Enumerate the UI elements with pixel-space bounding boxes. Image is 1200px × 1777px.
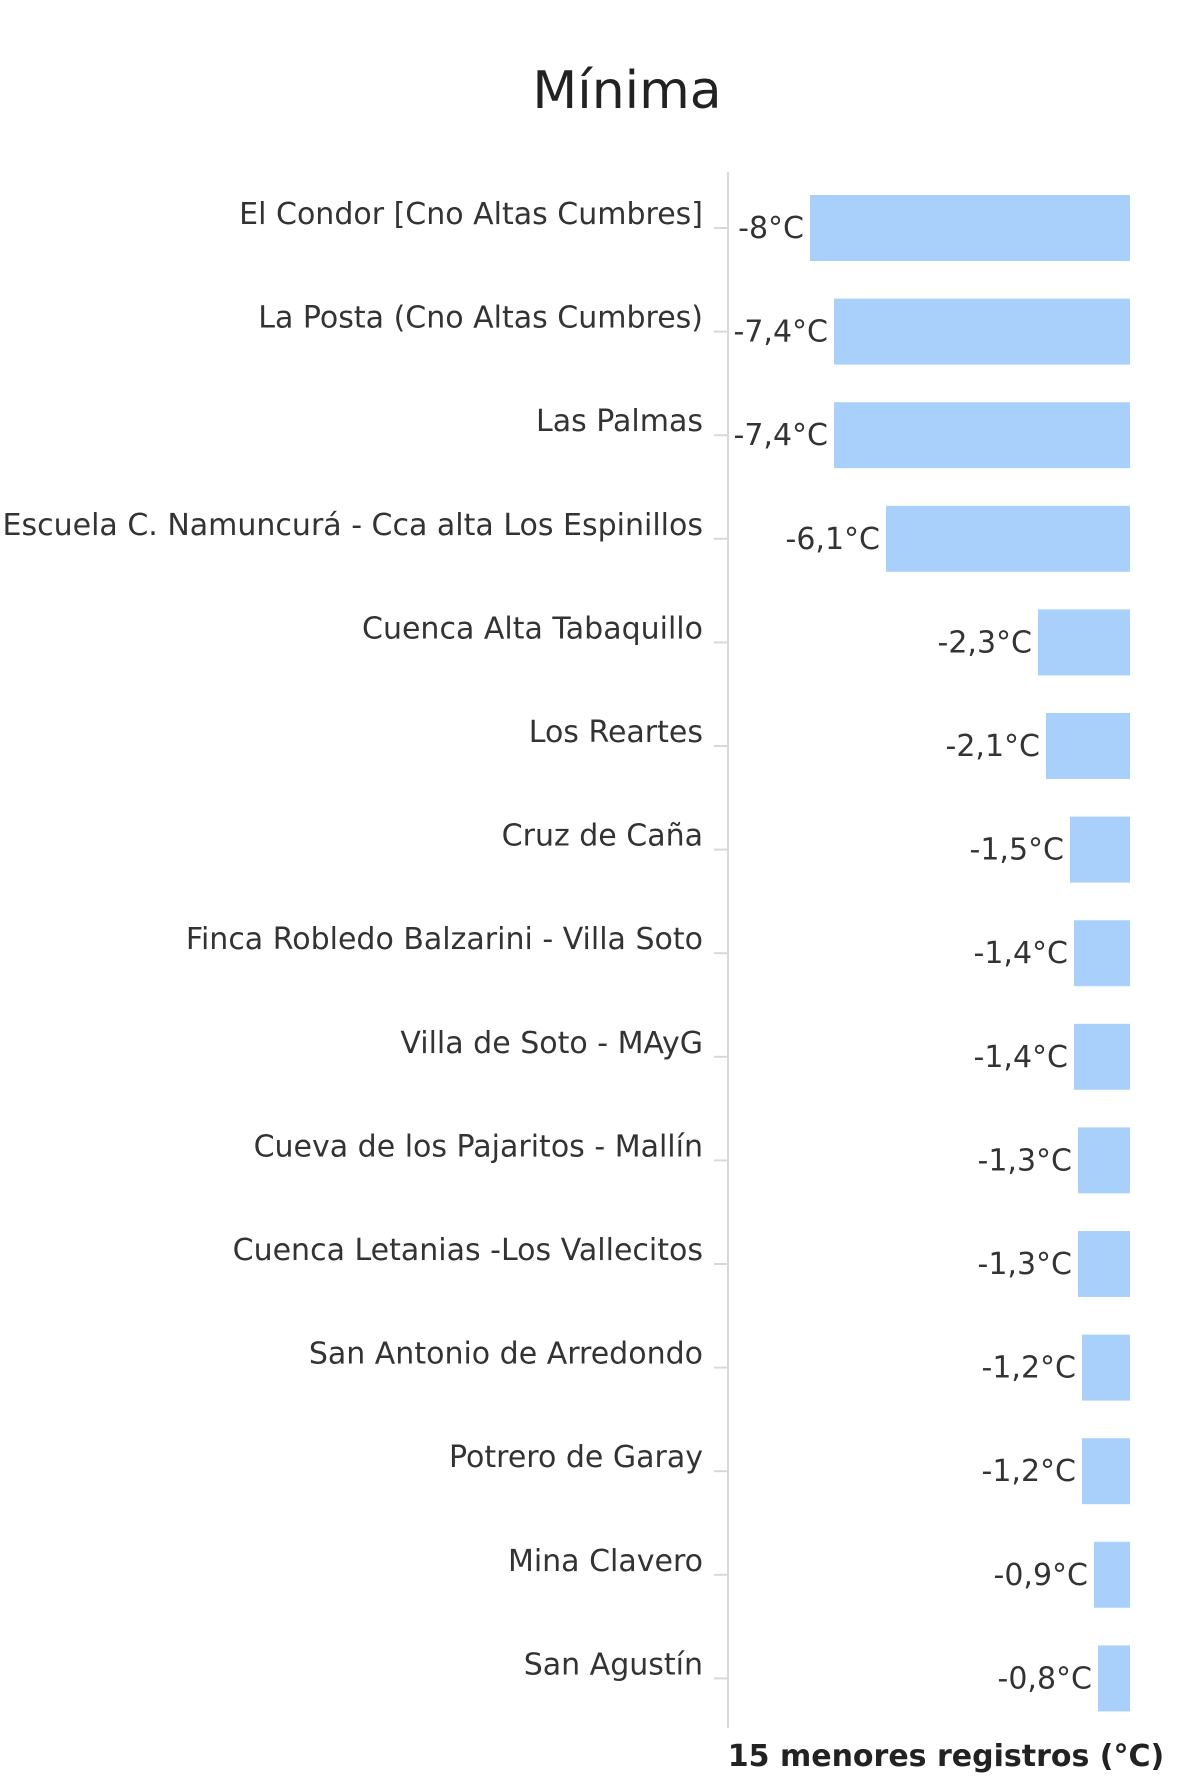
value-label: -1,3°C bbox=[978, 1247, 1072, 1282]
value-label: -1,3°C bbox=[978, 1143, 1072, 1178]
value-label: -1,5°C bbox=[970, 833, 1064, 868]
category-label: San Antonio de Arredondo bbox=[309, 1337, 703, 1372]
bar[interactable] bbox=[1078, 1127, 1130, 1194]
value-label: -0,9°C bbox=[994, 1558, 1088, 1593]
bar[interactable] bbox=[1094, 1541, 1130, 1608]
bar[interactable] bbox=[1046, 713, 1130, 779]
value-label: -2,3°C bbox=[938, 625, 1032, 660]
value-label: -6,1°C bbox=[786, 522, 880, 557]
bar[interactable] bbox=[1074, 1023, 1130, 1090]
category-label: Cuenca Alta Tabaquillo bbox=[362, 611, 703, 646]
category-label: Las Palmas bbox=[536, 404, 703, 439]
bars-layer: El Condor [Cno Altas Cumbres] -8°C La Post… bbox=[3, 195, 1130, 1712]
value-label: -1,2°C bbox=[982, 1454, 1076, 1489]
category-label: El Condor [Cno Altas Cumbres] bbox=[239, 197, 703, 232]
category-label: San Agustín bbox=[524, 1647, 703, 1682]
category-label: Villa de Soto - MAyG bbox=[400, 1026, 703, 1061]
x-axis-title: 15 menores registros (°C) bbox=[728, 1739, 1164, 1774]
bar[interactable] bbox=[1082, 1334, 1130, 1401]
category-label: Cueva de los Pajaritos - Mallín bbox=[254, 1129, 703, 1164]
category-label: Mina Clavero bbox=[508, 1544, 703, 1579]
category-label: Escuela C. Namuncurá - Cca alta Los Espi… bbox=[3, 508, 703, 543]
value-label: -7,4°C bbox=[734, 315, 828, 350]
bar[interactable] bbox=[1038, 609, 1130, 676]
bar[interactable] bbox=[834, 402, 1130, 469]
value-label: -2,1°C bbox=[946, 729, 1040, 764]
bar[interactable] bbox=[886, 505, 1130, 572]
value-label: -0,8°C bbox=[998, 1661, 1092, 1696]
value-label: -8°C bbox=[738, 211, 804, 246]
category-label: La Posta (Cno Altas Cumbres) bbox=[258, 301, 703, 336]
category-label: Potrero de Garay bbox=[449, 1440, 703, 1475]
bar[interactable] bbox=[1098, 1645, 1130, 1712]
bar[interactable] bbox=[834, 298, 1130, 365]
value-label: -7,4°C bbox=[734, 418, 828, 453]
bar[interactable] bbox=[1082, 1438, 1130, 1505]
category-label: Los Reartes bbox=[529, 715, 703, 750]
bar[interactable] bbox=[1070, 816, 1130, 883]
value-label: -1,4°C bbox=[974, 936, 1068, 971]
category-label: Cruz de Caña bbox=[502, 819, 703, 854]
bar[interactable] bbox=[1078, 1231, 1130, 1297]
category-label: Cuenca Letanias -Los Vallecitos bbox=[233, 1233, 703, 1268]
chart-title: Mínima bbox=[532, 61, 721, 121]
bar[interactable] bbox=[810, 195, 1130, 261]
bar[interactable] bbox=[1074, 920, 1130, 987]
category-label: Finca Robledo Balzarini - Villa Soto bbox=[186, 922, 703, 957]
value-label: -1,2°C bbox=[982, 1351, 1076, 1386]
value-label: -1,4°C bbox=[974, 1040, 1068, 1075]
